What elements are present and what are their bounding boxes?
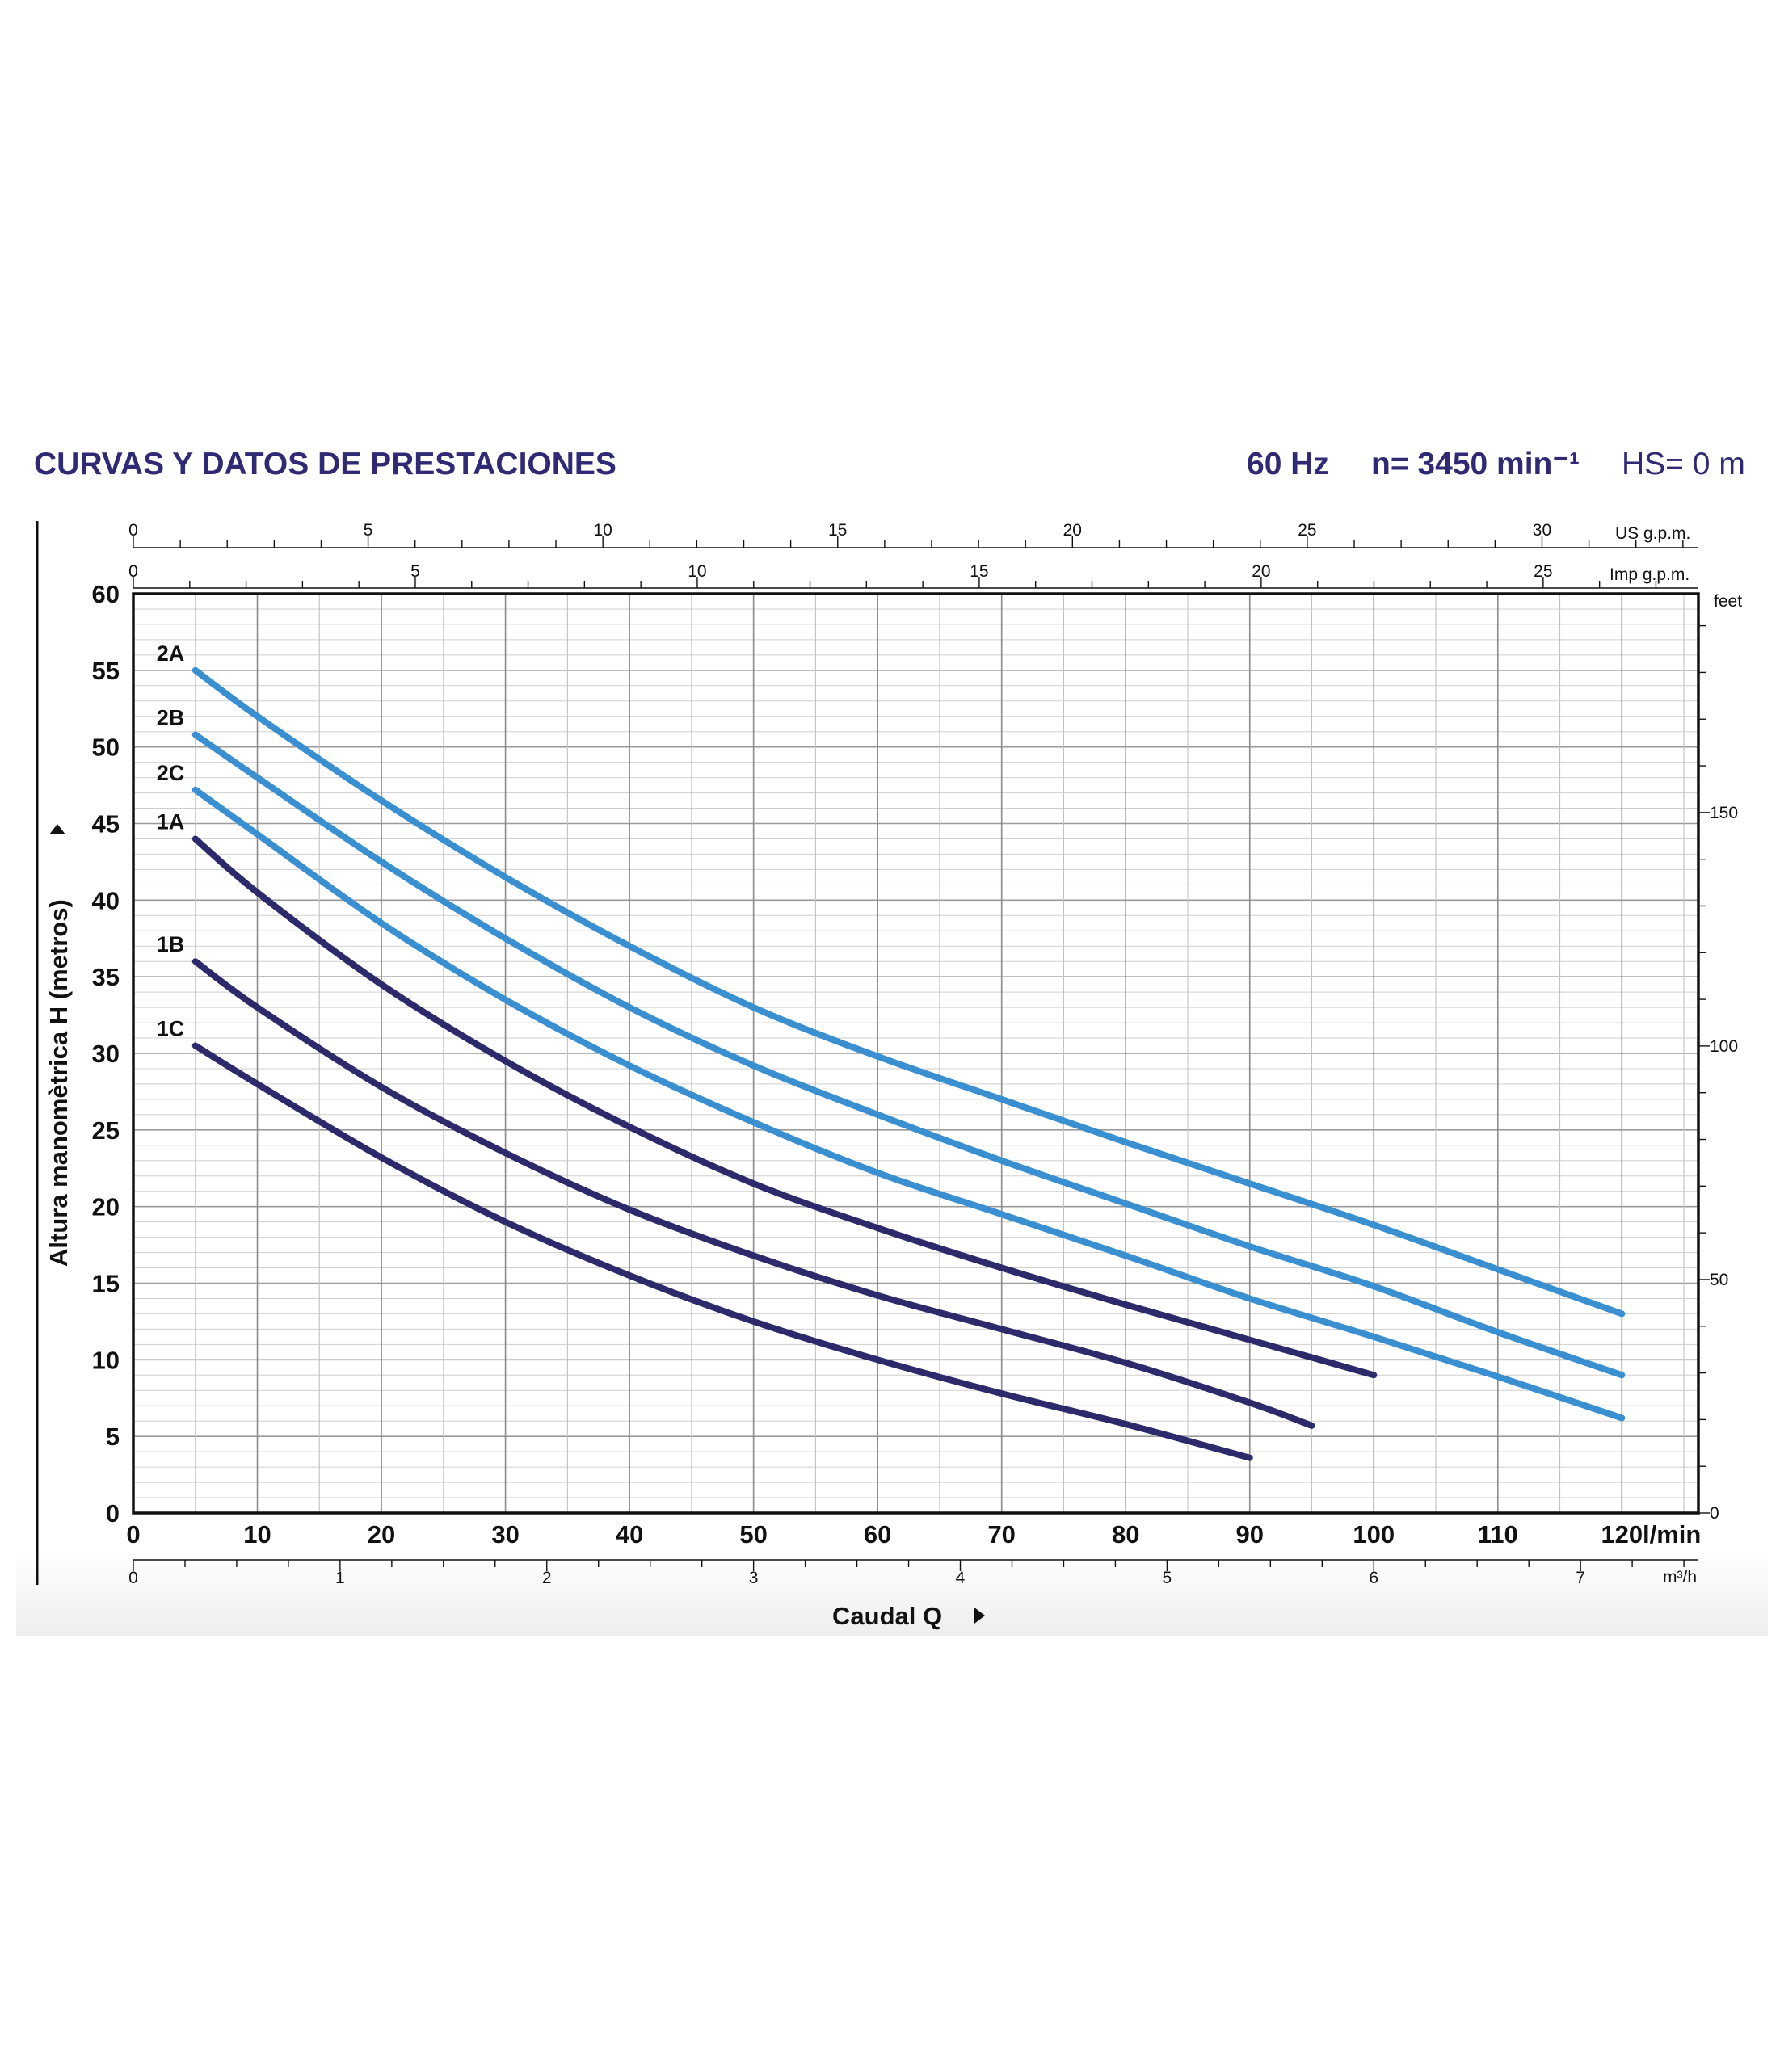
x-tick-label: 40 — [616, 1520, 643, 1549]
y-tick-label: 60 — [92, 580, 120, 608]
imp-gpm-tick-label: 20 — [1252, 562, 1270, 581]
speed-label: n= 3450 min⁻¹ — [1371, 447, 1580, 481]
y-tick-label: 15 — [92, 1270, 120, 1298]
us-gpm-tick-label: 5 — [364, 521, 373, 540]
x-tick-label: 60 — [864, 1520, 891, 1549]
x-tick-label: 110 — [1478, 1520, 1518, 1549]
y-tick-label: 40 — [92, 886, 120, 914]
y-axis-label: Altura manomètrica H (metros) — [44, 899, 73, 1267]
feet-unit: feet — [1714, 592, 1742, 611]
y-tick-label: 45 — [92, 810, 120, 838]
imp-gpm-tick-label: 25 — [1534, 562, 1552, 581]
us-gpm-tick-label: 15 — [828, 521, 847, 540]
y-axis-title: Altura manomètrica H (metros) — [44, 824, 73, 1267]
x-tick-label: 30 — [491, 1520, 519, 1549]
curve-2c — [191, 786, 1626, 1422]
imp-gpm-tick-label: 10 — [688, 562, 706, 581]
curve-label-1b: 1B — [157, 932, 185, 956]
curve-2a — [191, 666, 1626, 1318]
imp-gpm-tick-label: 15 — [970, 562, 988, 581]
m3h-tick-label: 5 — [1163, 1569, 1172, 1587]
left-axis: 0 5 10 15 20 25 30 35 40 45 50 55 60 — [92, 580, 120, 1528]
curve-1a — [191, 835, 1378, 1379]
curve-label-2a: 2A — [157, 641, 185, 666]
lmin-unit: l/min — [1643, 1520, 1701, 1549]
x-tick-label: 0 — [126, 1520, 140, 1549]
x-tick-label: 70 — [987, 1520, 1015, 1549]
m3h-tick-label: 7 — [1576, 1569, 1585, 1587]
y-tick-label: 50 — [92, 733, 120, 762]
curve-label-1a: 1A — [157, 809, 185, 834]
x-tick-label: 10 — [243, 1520, 271, 1549]
frequency-label: 60 Hz — [1247, 447, 1329, 481]
us-gpm-tick-label: 10 — [593, 521, 612, 540]
m3h-tick-label: 6 — [1369, 1569, 1378, 1587]
curve-1c — [191, 1042, 1253, 1461]
y-tick-label: 30 — [92, 1040, 120, 1068]
x-tick-label: 20 — [368, 1520, 395, 1549]
us-gpm-unit: US g.p.m. — [1615, 524, 1690, 543]
m3h-tick-label: 2 — [542, 1569, 552, 1587]
feet-tick-label: 0 — [1710, 1504, 1719, 1523]
y-tick-label: 25 — [92, 1116, 120, 1145]
bottom-shade — [16, 1551, 1768, 1636]
x-axis-title: Caudal Q — [832, 1602, 985, 1630]
chart-title: CURVAS Y DATOS DE PRESTACIONES — [34, 447, 616, 481]
curve-label-1c: 1C — [157, 1017, 185, 1041]
imp-gpm-tick-label: 5 — [410, 562, 420, 581]
us-gpm-tick-label: 0 — [128, 521, 138, 540]
top-axes: 0 5 10 15 20 25 30 0 5 10 15 20 25 — [128, 521, 1698, 589]
y-tick-label: 10 — [92, 1346, 120, 1374]
feet-tick-label: 50 — [1710, 1271, 1728, 1289]
m3h-unit: m³/h — [1663, 1568, 1697, 1587]
curve-2b — [191, 731, 1626, 1379]
us-gpm-tick-label: 30 — [1533, 521, 1551, 540]
plot-frame — [132, 592, 1700, 1515]
y-tick-label: 0 — [106, 1499, 120, 1528]
x-tick-label: 100 — [1353, 1520, 1395, 1549]
y-axis-arrow-icon — [49, 824, 65, 834]
feet-tick-label: 150 — [1710, 804, 1738, 822]
imp-gpm-tick-label: 0 — [128, 562, 138, 581]
us-gpm-tick-label: 25 — [1298, 521, 1316, 540]
y-tick-label: 55 — [92, 657, 120, 685]
grid — [133, 593, 1698, 1514]
y-tick-label: 35 — [92, 963, 120, 991]
right-axis: 0 50 100 150 — [1698, 624, 1738, 1523]
curve-label-2b: 2B — [157, 705, 185, 729]
bottom-axes: 0 10 20 30 40 50 60 70 80 90 100 110 120 0 1 2 3 4 5 6 7 — [126, 1520, 1698, 1587]
y-tick-label: 5 — [106, 1423, 120, 1451]
curve-1b — [191, 958, 1315, 1429]
imp-gpm-unit: Imp g.p.m. — [1610, 565, 1690, 584]
m3h-tick-label: 4 — [956, 1569, 966, 1587]
x-tick-label: 80 — [1112, 1520, 1139, 1549]
suction-head-label: HS= 0 m — [1622, 447, 1745, 481]
y-tick-label: 20 — [92, 1193, 120, 1221]
x-tick-label: 120 — [1601, 1520, 1643, 1549]
x-tick-label: 50 — [739, 1520, 767, 1549]
curves: 2A 2B 2C 1A 1B 1C — [157, 641, 1626, 1461]
us-gpm-tick-label: 20 — [1063, 521, 1082, 540]
m3h-tick-label: 1 — [335, 1569, 345, 1587]
m3h-tick-label: 0 — [128, 1569, 138, 1587]
x-tick-label: 90 — [1235, 1520, 1263, 1549]
feet-tick-label: 100 — [1710, 1037, 1738, 1056]
m3h-tick-label: 3 — [749, 1569, 759, 1587]
x-axis-arrow-icon — [974, 1608, 985, 1624]
x-axis-label: Caudal Q — [832, 1602, 942, 1630]
curve-label-2c: 2C — [157, 761, 185, 785]
